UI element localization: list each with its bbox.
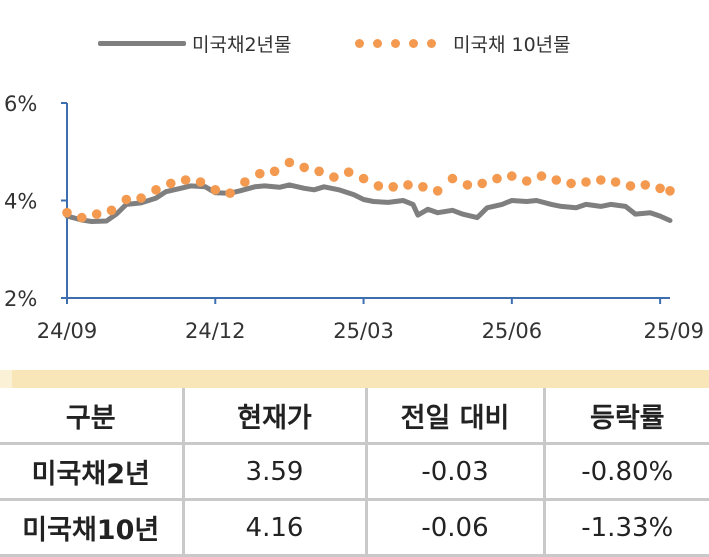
row-10y-price: 4.16 xyxy=(181,499,366,557)
series-point-10y xyxy=(477,178,488,189)
series-point-10y xyxy=(581,177,591,187)
row-2y-price: 3.59 xyxy=(181,443,366,501)
series-point-10y xyxy=(240,177,250,187)
y-tick-label: 6% xyxy=(4,92,37,116)
series-point-10y xyxy=(77,212,87,223)
series-point-10y xyxy=(596,175,606,185)
series-point-10y xyxy=(640,180,651,190)
table-header-row: 구분 현재가 전일 대비 등락률 xyxy=(0,388,709,445)
series-point-10y xyxy=(329,172,339,182)
header-current-price: 현재가 xyxy=(181,388,366,445)
series-point-10y xyxy=(610,177,621,187)
table-top-band xyxy=(0,370,709,388)
series-point-10y xyxy=(566,178,576,189)
series-point-10y xyxy=(225,188,235,198)
row-10y-change: -0.06 xyxy=(364,499,544,557)
yield-summary-table: 구분 현재가 전일 대비 등락률 미국채2년 3.59 -0.03 -0.80%… xyxy=(0,388,709,557)
series-point-10y xyxy=(551,175,562,185)
legend-item-2y: 미국채2년물 xyxy=(98,30,292,57)
series-point-10y xyxy=(447,173,458,184)
series-point-10y xyxy=(655,183,665,194)
series-point-10y xyxy=(121,194,132,205)
x-tick-label: 24/12 xyxy=(185,319,246,343)
series-point-10y xyxy=(210,185,221,195)
x-tick-label: 25/06 xyxy=(482,319,543,343)
series-point-10y xyxy=(269,166,280,177)
series-point-10y xyxy=(462,180,473,190)
header-daily-change: 전일 대비 xyxy=(364,388,544,445)
legend-dots-swatch xyxy=(355,39,445,48)
series-point-10y xyxy=(403,180,413,190)
series-point-10y xyxy=(195,177,206,187)
series-point-10y xyxy=(492,173,502,184)
series-point-10y xyxy=(254,168,265,179)
y-tick-label: 4% xyxy=(4,190,37,214)
table-row: 미국채2년 3.59 -0.03 -0.80% xyxy=(0,443,709,501)
row-2y-rate: -0.80% xyxy=(542,443,709,501)
series-point-10y xyxy=(62,207,72,218)
y-tick-label: 2% xyxy=(4,287,37,311)
x-tick-label: 24/09 xyxy=(37,319,98,343)
chart-plot-area: 2% 4% 6% 24/09 24/12 25/03 25/06 25/09 xyxy=(4,92,704,343)
series-point-10y xyxy=(343,167,354,177)
header-change-rate: 등락률 xyxy=(542,388,709,445)
legend-label-2y: 미국채2년물 xyxy=(192,34,292,56)
series-point-10y xyxy=(373,181,384,191)
series-point-10y xyxy=(418,182,428,192)
row-10y-name: 미국채10년 xyxy=(0,499,183,557)
header-category: 구분 xyxy=(0,388,183,445)
series-point-10y xyxy=(432,186,443,196)
series-point-10y xyxy=(166,178,176,189)
series-point-10y xyxy=(625,181,636,191)
series-point-10y xyxy=(151,185,161,195)
series-point-10y xyxy=(299,162,310,173)
x-tick-label: 25/09 xyxy=(643,319,704,343)
series-point-10y xyxy=(136,193,146,203)
series-point-10y xyxy=(314,166,324,177)
legend-item-10y: 미국채 10년물 xyxy=(355,30,571,57)
series-point-10y xyxy=(665,186,675,196)
series-point-10y xyxy=(358,173,369,184)
row-2y-change: -0.03 xyxy=(364,443,544,501)
x-tick-label: 25/03 xyxy=(333,319,394,343)
table-row: 미국채10년 4.16 -0.06 -1.33% xyxy=(0,499,709,557)
legend-line-swatch xyxy=(98,41,186,46)
series-point-10y xyxy=(284,157,295,168)
series-line-2y xyxy=(64,182,673,224)
row-2y-name: 미국채2년 xyxy=(0,443,183,501)
series-point-10y xyxy=(507,171,517,181)
series-point-10y xyxy=(536,171,547,181)
series-point-10y xyxy=(388,182,399,192)
row-10y-rate: -1.33% xyxy=(542,499,709,557)
series-point-10y xyxy=(106,205,117,216)
series-point-10y xyxy=(91,209,102,219)
legend-label-10y: 미국채 10년물 xyxy=(453,34,571,56)
chart-legend: 미국채2년물 미국채 10년물 xyxy=(0,30,709,60)
series-point-10y xyxy=(180,175,191,185)
yield-chart: 미국채2년물 미국채 10년물 2% 4% 6% 24/09 24/12 25/03 25/… xyxy=(0,30,709,343)
series-point-10y xyxy=(521,176,532,186)
